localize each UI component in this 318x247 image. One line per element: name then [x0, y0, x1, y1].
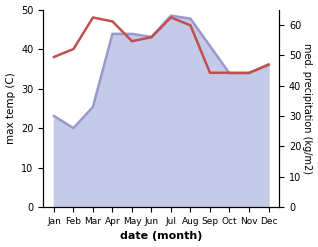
- Y-axis label: med. precipitation (kg/m2): med. precipitation (kg/m2): [302, 43, 313, 174]
- Y-axis label: max temp (C): max temp (C): [5, 72, 16, 144]
- X-axis label: date (month): date (month): [120, 231, 203, 242]
